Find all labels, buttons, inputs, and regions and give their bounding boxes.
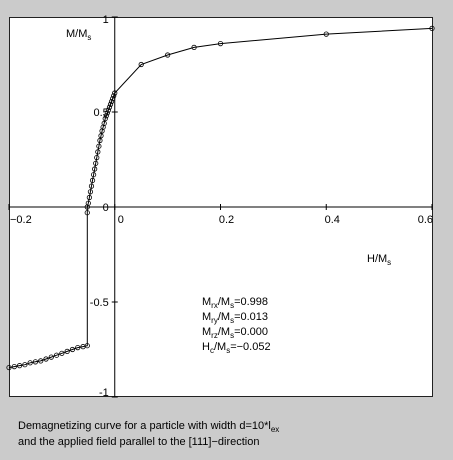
annotation-mrz: Mrz/Ms=0.000 xyxy=(202,326,268,340)
x-tick-label: −0.2 xyxy=(10,214,32,226)
x-tick-label: 0.6 xyxy=(418,214,433,226)
y-tick-label: -1 xyxy=(99,387,109,399)
annotation-mrx: Mrx/Ms=0.998 xyxy=(202,296,268,310)
caption-line-2: and the applied field parallel to the [1… xyxy=(18,436,259,448)
caption-line-1: Demagnetizing curve for a particle with … xyxy=(18,420,279,434)
x-tick-label: 0.4 xyxy=(325,214,340,226)
y-tick-label: 0 xyxy=(103,202,109,214)
x-tick-label: 0.2 xyxy=(219,214,234,226)
x-tick-label: 0 xyxy=(118,214,124,226)
y-tick-label: -0.5 xyxy=(90,297,109,309)
y-axis-title: M/Ms xyxy=(66,28,91,42)
annotation-hc: Hc/Ms=−0.052 xyxy=(202,341,271,355)
annotation-mry: Mry/Ms=0.013 xyxy=(202,311,268,325)
x-axis-title: H/Ms xyxy=(367,253,391,267)
y-tick-label: 1 xyxy=(103,14,109,26)
